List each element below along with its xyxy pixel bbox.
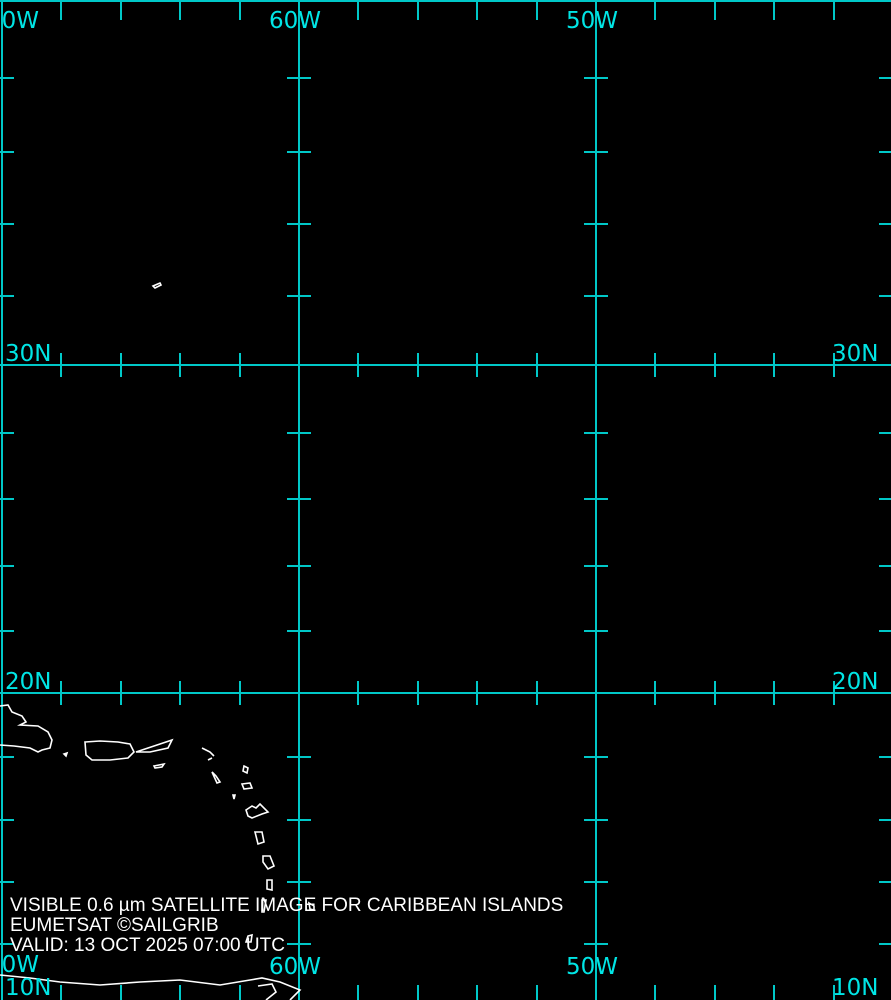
guadeloupe-island	[240, 782, 254, 790]
island-small	[62, 751, 69, 758]
trinidad-island	[257, 983, 278, 1000]
grenadines-islands	[261, 899, 267, 913]
right-lat-label-20n: 20N	[832, 669, 879, 695]
grenada-island	[244, 933, 253, 943]
st-vincent-island	[266, 879, 273, 891]
virgin-islands	[135, 738, 174, 753]
montserrat-island	[231, 794, 237, 800]
martinique-island	[253, 831, 265, 846]
top-lon-label-50w: 50W	[566, 8, 619, 34]
venezuela-coast	[0, 974, 302, 1000]
top-lon-label-70w: 70W	[0, 8, 40, 34]
left-lat-label-20n: 20N	[5, 669, 52, 695]
right-lat-label-30n: 30N	[832, 341, 879, 367]
caption-valid-time: VALID: 13 OCT 2025 07:00 UTC	[10, 935, 285, 956]
left-lat-label-30n: 30N	[5, 341, 52, 367]
dominica-island	[245, 802, 270, 819]
bottom-lon-label-50w: 50W	[566, 954, 619, 980]
island-small	[211, 771, 222, 784]
caption-title: VISIBLE 0.6 µm SATELLITE IMAGE FOR CARIB…	[10, 895, 564, 916]
barbados-island	[307, 901, 315, 912]
caption-credit: EUMETSAT ©SAILGRIB	[10, 915, 219, 936]
antigua-island	[242, 764, 249, 775]
hispaniola-coast	[0, 704, 53, 753]
st-croix-island	[152, 762, 166, 769]
puerto-rico-island	[84, 740, 135, 761]
bottom-lon-label-70w: 70W	[0, 952, 40, 978]
bottom-lon-label-60w: 60W	[269, 954, 322, 980]
anguilla-islands	[201, 747, 215, 761]
top-lon-label-60w: 60W	[269, 8, 322, 34]
left-lat-label-10n: 10N	[5, 975, 52, 1000]
bermuda-island	[151, 281, 163, 289]
right-lat-label-10n: 10N	[832, 975, 879, 1000]
st-lucia-island	[262, 855, 276, 871]
